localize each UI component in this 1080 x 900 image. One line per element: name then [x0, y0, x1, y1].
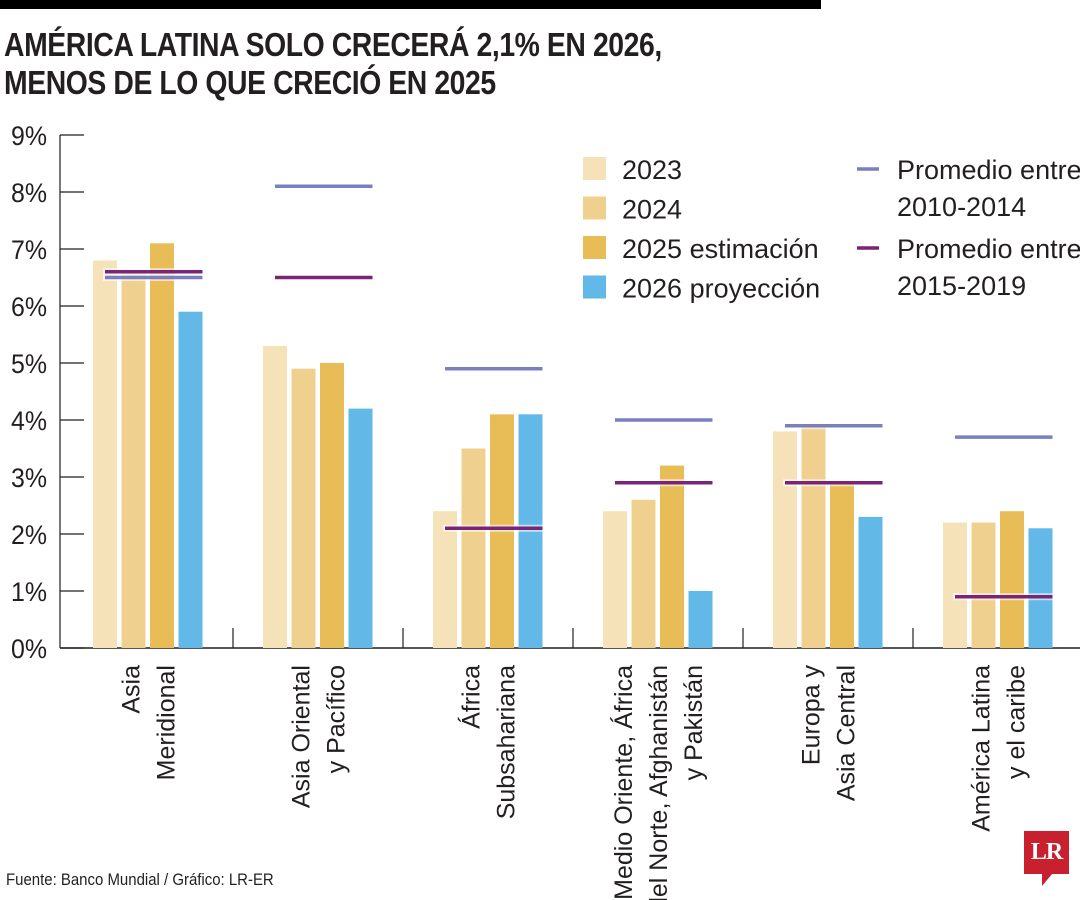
- bars: [93, 243, 1053, 649]
- y-tick-label: 3%: [11, 463, 47, 493]
- bar-2026: [688, 591, 713, 648]
- legend-label: 2025 estimación: [622, 234, 819, 264]
- category-label: y Pakistán: [680, 665, 708, 780]
- legend-swatch: [583, 196, 606, 220]
- category-label: Asia: [117, 665, 145, 714]
- bar-2023: [433, 511, 457, 648]
- legend-swatch: [583, 236, 606, 259]
- lr-logo-tail: [1042, 874, 1052, 886]
- bar-2026: [348, 408, 373, 648]
- legend-line-label: 2010-2014: [897, 192, 1026, 222]
- bar-2025: [830, 482, 854, 648]
- y-axis: 0% 1% 2% 3% 4% 5% 6% 7% 8% 9%: [11, 121, 1080, 664]
- legend-swatch: [583, 275, 606, 299]
- y-tick-label: 4%: [11, 406, 47, 436]
- bar-2025: [320, 363, 344, 648]
- y-tick-label: 9%: [11, 121, 47, 151]
- chart-title: AMÉRICA LATINA SOLO CRECERÁ 2,1% EN 2026…: [4, 26, 662, 102]
- bar-2023: [943, 522, 967, 648]
- bar-2024: [461, 448, 486, 648]
- y-tick-label: 0%: [11, 634, 47, 664]
- bar-2026: [1028, 528, 1053, 648]
- category-label: del Norte, Afghanistán: [645, 665, 673, 900]
- y-tick-label: 7%: [11, 235, 47, 265]
- legend-label: 2024: [622, 195, 682, 225]
- bar-2024: [801, 425, 826, 648]
- y-tick-label: 1%: [11, 577, 47, 607]
- bar-2025: [150, 243, 174, 649]
- legend-line-label: Promedio entre: [897, 155, 1080, 185]
- bar-2024: [971, 522, 996, 648]
- category-labels: Asia Meridional Asia Oriental y Pacífico Áfr…: [117, 665, 1030, 900]
- category-label: y Pacífico: [322, 665, 350, 773]
- y-tick-label: 5%: [11, 349, 47, 379]
- legend-line-label: 2015-2019: [897, 271, 1026, 301]
- title-line-1: AMÉRICA LATINA SOLO CRECERÁ 2,1% EN 2026…: [4, 26, 662, 63]
- bar-2024: [121, 271, 146, 648]
- y-tick-label: 6%: [11, 292, 47, 322]
- category-label: y el caribe: [1002, 665, 1030, 779]
- category-label: África: [456, 665, 485, 729]
- category-label: Medio Oriente, África: [609, 665, 638, 900]
- legend-swatch: [583, 157, 606, 180]
- legend-line-label: Promedio entre: [897, 234, 1080, 264]
- bar-2024: [631, 499, 656, 648]
- y-tick-label: 8%: [11, 178, 47, 208]
- category-label: Subsahariana: [492, 665, 520, 819]
- bar-2023: [603, 511, 627, 648]
- bar-2026: [178, 311, 203, 648]
- category-label: Meridional: [152, 665, 180, 780]
- category-label: América Latina: [967, 665, 995, 832]
- category-label: Asia Oriental: [287, 665, 315, 808]
- category-label: Europa y: [797, 665, 825, 766]
- top-rule: [0, 0, 821, 9]
- bar-2023: [263, 345, 287, 648]
- bar-2024: [291, 368, 316, 648]
- average-lines: [103, 182, 1055, 601]
- y-tick-label: 2%: [11, 520, 47, 550]
- bar-2023: [773, 431, 797, 648]
- bar-2025: [660, 465, 684, 648]
- legend-label: 2026 proyección: [622, 274, 820, 304]
- source-note: Fuente: Banco Mundial / Gráfico: LR-ER: [6, 870, 274, 889]
- title-line-2: MENOS DE LO QUE CRECIÓ EN 2025: [4, 64, 496, 101]
- category-label: Asia Central: [832, 665, 860, 801]
- legend: 2023 2024 2025 estimación 2026 proyección Pr…: [583, 155, 1080, 304]
- bar-2025: [1000, 511, 1024, 648]
- bar-2026: [858, 516, 883, 648]
- bar-2023: [93, 260, 117, 648]
- lr-logo: LR: [1024, 831, 1069, 874]
- legend-label: 2023: [622, 155, 682, 185]
